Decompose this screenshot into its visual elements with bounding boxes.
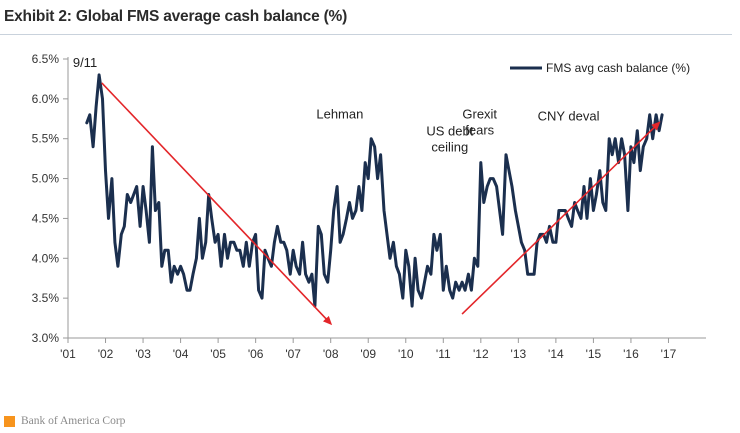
x-tick-label: '09 xyxy=(360,347,376,361)
source-label: Bank of America Corp xyxy=(21,415,126,427)
tick-labels: 3.0% 3.5% 4.0% 4.5% 5.0% 5.5% 6.0% 6.5% '01 '02 '0… xyxy=(32,52,677,361)
x-tick-label: '01 xyxy=(60,347,76,361)
trend-arrow xyxy=(461,121,661,315)
annotation-label: Grexit fears xyxy=(462,107,497,138)
x-tick-label: '16 xyxy=(623,347,639,361)
annotation-label: 9/11 xyxy=(73,55,97,70)
title-divider xyxy=(0,34,732,35)
x-tick-label: '04 xyxy=(173,347,189,361)
x-tick-label: '06 xyxy=(248,347,264,361)
x-tick-label: '07 xyxy=(285,347,301,361)
trend-arrow xyxy=(101,82,333,326)
legend: FMS avg cash balance (%) xyxy=(510,61,690,75)
x-tick-label: '13 xyxy=(511,347,527,361)
y-tick-label: 4.0% xyxy=(32,251,60,265)
annotation-label: CNY deval xyxy=(538,109,600,124)
annotation-label: Lehman xyxy=(316,107,363,122)
x-tick-label: '08 xyxy=(323,347,339,361)
axes-group xyxy=(63,57,706,343)
x-tick-label: '17 xyxy=(661,347,677,361)
page-title: Exhibit 2: Global FMS average cash balan… xyxy=(4,8,348,25)
cash-balance-line-chart: 3.0% 3.5% 4.0% 4.5% 5.0% 5.5% 6.0% 6.5% '01 '02 '0… xyxy=(32,52,706,361)
source-footer: Bank of America Corp xyxy=(0,411,125,431)
x-tick-label: '15 xyxy=(586,347,602,361)
y-tick-label: 6.0% xyxy=(32,92,60,106)
y-tick-label: 4.5% xyxy=(32,211,60,225)
x-tick-label: '12 xyxy=(473,347,489,361)
x-tick-label: '05 xyxy=(210,347,226,361)
x-tick-label: '14 xyxy=(548,347,564,361)
y-tick-label: 3.0% xyxy=(32,331,60,345)
y-tick-label: 5.5% xyxy=(32,132,60,146)
x-tick-label: '03 xyxy=(135,347,151,361)
y-tick-label: 3.5% xyxy=(32,291,60,305)
legend-label: FMS avg cash balance (%) xyxy=(546,61,690,75)
source-logo-icon xyxy=(4,415,15,427)
trend-arrows xyxy=(101,82,661,326)
x-tick-label: '11 xyxy=(436,347,451,361)
annotation-label: US debt ceiling xyxy=(426,124,473,155)
y-tick-label: 5.0% xyxy=(32,172,60,186)
y-tick-label: 6.5% xyxy=(32,52,60,66)
x-tick-label: '10 xyxy=(398,347,414,361)
x-tick-label: '02 xyxy=(98,347,114,361)
